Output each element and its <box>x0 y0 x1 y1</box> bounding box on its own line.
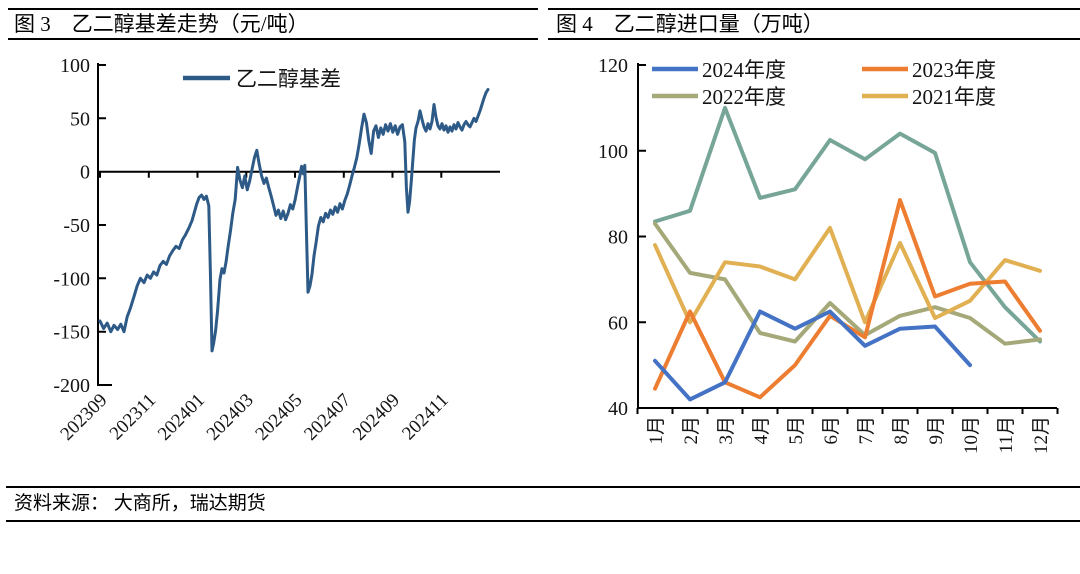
basis-y-tick-label: -100 <box>53 268 90 290</box>
imports-y-tick-label: 100 <box>598 141 628 163</box>
imports-y-tick-label: 120 <box>598 55 628 77</box>
legend-2021-label: 2021年度 <box>912 85 996 109</box>
basis-legend-label: 乙二醇基差 <box>236 67 341 91</box>
imports-series-line-2022年度 <box>653 221 1042 346</box>
imports-series-line-unlabeled <box>653 105 1042 344</box>
imports-x-label: 11月 <box>996 416 1017 453</box>
imports-x-label: 9月 <box>926 416 947 445</box>
basis-y-tick-label: 50 <box>70 108 90 130</box>
imports-x-label: 3月 <box>716 416 737 445</box>
imports-x-label: 2月 <box>681 416 702 445</box>
imports-y-tick-label: 80 <box>608 227 628 249</box>
basis-y-tick-label: -150 <box>53 322 90 344</box>
imports-x-label: 6月 <box>821 416 842 445</box>
imports-series-line-2024年度 <box>653 309 972 402</box>
legend-2023-label: 2023年度 <box>912 58 996 82</box>
figure4-titlebar: 图 4 乙二醇进口量（万吨） <box>548 8 1080 40</box>
basis-x-label: 202403 <box>203 390 258 445</box>
imports-x-label: 1月 <box>646 416 667 445</box>
basis-x-label: 202405 <box>251 390 306 445</box>
legend-2022-label: 2022年度 <box>702 85 786 109</box>
basis-x-label: 202401 <box>154 390 209 445</box>
basis-y-tick-label: -50 <box>63 215 90 237</box>
basis-series-line <box>98 88 490 353</box>
source-text: 资料来源： 大商所，瑞达期货 <box>14 493 266 514</box>
basis-axes <box>97 63 500 386</box>
imports-series-line-2023年度 <box>653 198 1042 400</box>
basis-x-label: 202411 <box>398 390 453 445</box>
figure3-title: 图 3 乙二醇基差走势（元/吨） <box>14 12 309 36</box>
figure3-titlebar: 图 3 乙二醇基差走势（元/吨） <box>8 8 538 40</box>
imports-x-label: 7月 <box>856 416 877 445</box>
basis-x-label: 202407 <box>300 390 355 445</box>
figure4-title: 图 4 乙二醇进口量（万吨） <box>556 12 824 36</box>
imports-x-label: 5月 <box>786 416 807 445</box>
basis-x-label: 202309 <box>56 390 111 445</box>
basis-line-chart: 乙二醇基差 100500-50-100-150-2002023092023112… <box>53 55 500 445</box>
imports-axes <box>636 63 1059 414</box>
imports-series-group <box>653 105 1042 402</box>
basis-x-label: 202311 <box>106 390 161 445</box>
basis-series-group <box>98 88 490 353</box>
imports-x-label: 10月 <box>961 416 982 454</box>
basis-x-label: 202409 <box>349 390 404 445</box>
imports-x-label: 8月 <box>891 416 912 445</box>
legend-2024-label: 2024年度 <box>702 58 786 82</box>
imports-series-line-2021年度 <box>653 225 1042 325</box>
imports-y-tick-label: 40 <box>608 398 628 420</box>
basis-y-tick-label: -200 <box>53 375 90 397</box>
basis-y-tick-label: 100 <box>60 55 90 77</box>
imports-x-label: 4月 <box>751 416 772 445</box>
imports-line-chart: 2024年度 2023年度 2022年度 2021年度 120 100 80 60 40… <box>598 55 1059 454</box>
basis-y-tick-label: 0 <box>80 162 90 184</box>
imports-y-tick-label: 60 <box>608 312 628 334</box>
source-bar: 资料来源： 大商所，瑞达期货 <box>6 486 1080 522</box>
imports-legend: 2024年度 2023年度 2022年度 2021年度 <box>652 58 996 109</box>
imports-x-label: 12月 <box>1031 416 1052 454</box>
